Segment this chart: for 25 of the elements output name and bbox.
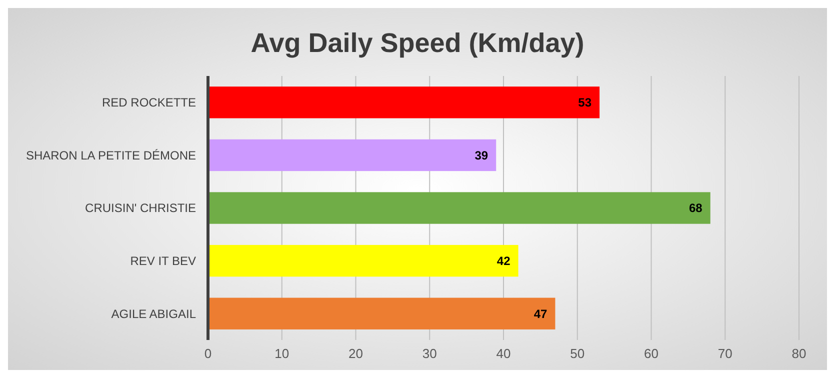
data-label: 68: [688, 201, 703, 216]
x-tick-label: 30: [422, 346, 437, 361]
bar: [208, 192, 710, 224]
bar: [208, 86, 600, 118]
bar: [208, 139, 496, 172]
y-tick-label: RED ROCKETTE: [102, 96, 196, 110]
x-tick-label: 60: [644, 346, 658, 361]
data-label: 39: [474, 148, 488, 162]
y-tick-label: CRUISIN' CHRISTIE: [85, 201, 196, 216]
data-label: 53: [578, 96, 592, 110]
x-tick-label: 80: [792, 346, 806, 361]
x-tick-label: 10: [274, 346, 290, 361]
y-tick-label: REV IT BEV: [130, 254, 196, 268]
x-tick-label: 70: [718, 346, 732, 361]
x-tick-label: 0: [204, 346, 212, 361]
x-tick-label: 40: [496, 346, 511, 361]
data-label: 42: [496, 254, 511, 268]
bar: [208, 298, 556, 330]
chart-title: Avg Daily Speed (Km/day): [250, 28, 584, 58]
x-tick-label: 20: [348, 346, 363, 361]
data-label: 47: [534, 306, 548, 321]
y-tick-label: SHARON LA PETITE DÉMONE: [26, 148, 196, 162]
y-tick-label: AGILE ABIGAIL: [111, 306, 196, 321]
x-tick-label: 50: [570, 346, 585, 361]
bar: [208, 244, 518, 277]
